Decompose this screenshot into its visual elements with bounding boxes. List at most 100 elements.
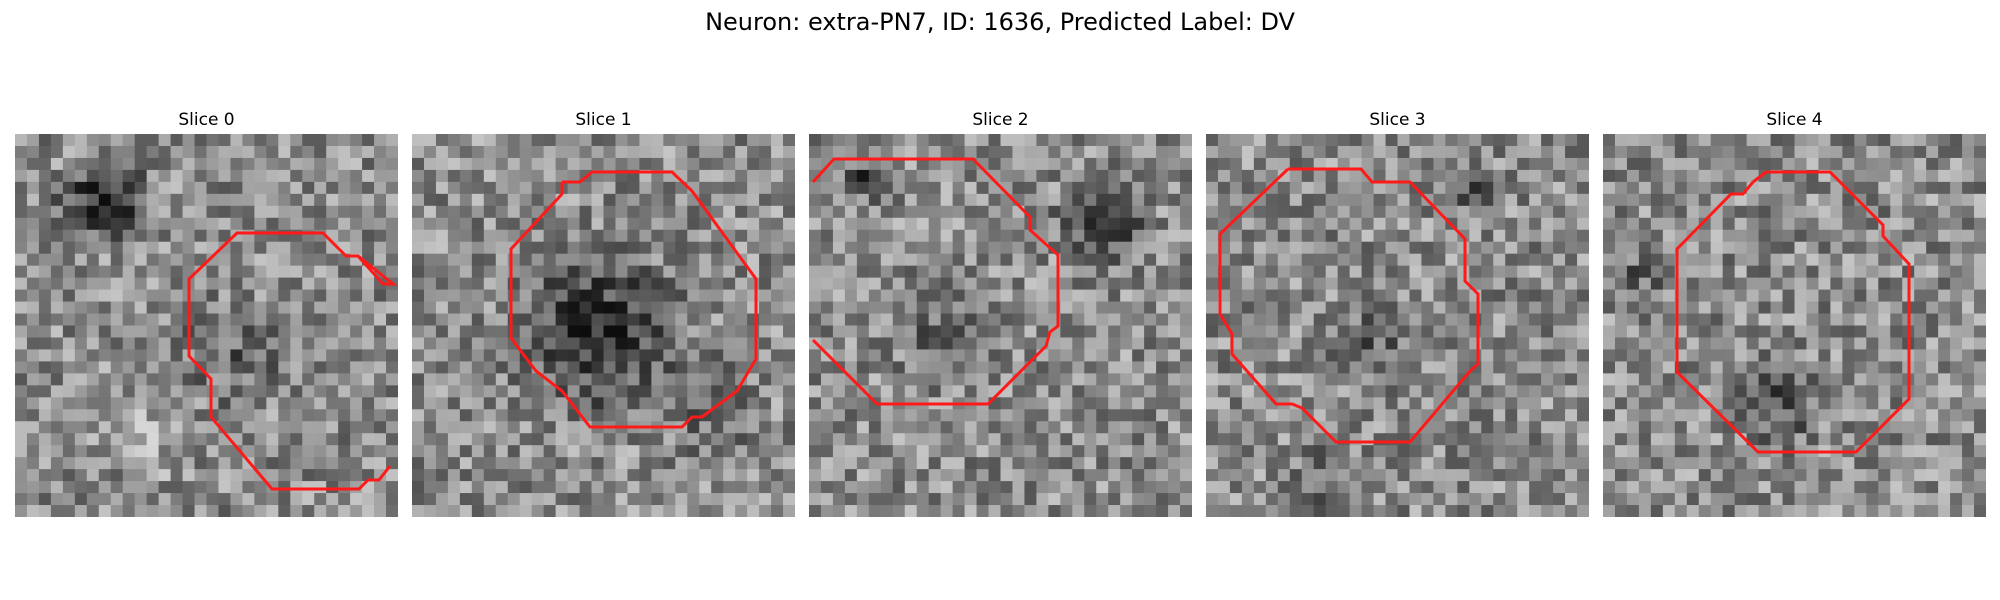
image-pixel	[1974, 313, 1986, 327]
image-pixel	[964, 265, 978, 279]
image-pixel	[1096, 217, 1109, 231]
image-pixel	[194, 433, 208, 446]
image-pixel	[1650, 265, 1664, 279]
image-pixel	[687, 421, 700, 434]
image-pixel	[1674, 145, 1688, 159]
image-pixel	[988, 493, 1002, 506]
slice-title-2: Slice 2	[972, 110, 1029, 130]
image-pixel	[1313, 373, 1327, 386]
image-pixel	[1962, 397, 1975, 410]
image-pixel	[783, 385, 795, 398]
image-pixel	[254, 313, 267, 327]
image-pixel	[158, 493, 172, 506]
image-pixel	[1349, 253, 1363, 267]
image-pixel	[651, 265, 664, 279]
image-pixel	[1674, 229, 1688, 243]
image-pixel	[543, 313, 557, 327]
image-pixel	[892, 421, 906, 434]
image-pixel	[1120, 493, 1133, 506]
image-pixel	[1000, 493, 1014, 506]
image-pixel	[1180, 265, 1192, 279]
image-pixel	[1445, 229, 1458, 243]
image-pixel	[98, 385, 112, 398]
image-pixel	[1481, 433, 1494, 446]
image-pixel	[1505, 217, 1518, 231]
image-pixel	[1603, 397, 1616, 410]
image-pixel	[302, 409, 315, 422]
image-pixel	[1096, 157, 1109, 171]
image-pixel	[134, 181, 148, 195]
image-pixel	[892, 481, 906, 494]
image-pixel	[904, 301, 918, 315]
image-pixel	[1301, 241, 1315, 255]
image-pixel	[74, 337, 88, 351]
image-pixel	[26, 265, 40, 279]
image-pixel	[1914, 301, 1927, 315]
image-pixel	[50, 409, 64, 422]
image-pixel	[362, 205, 375, 219]
image-pixel	[1698, 433, 1712, 446]
image-pixel	[194, 301, 208, 315]
image-pixel	[1361, 265, 1375, 279]
image-pixel	[98, 505, 112, 517]
image-pixel	[880, 157, 894, 171]
image-pixel	[1914, 253, 1927, 267]
image-pixel	[1662, 277, 1676, 291]
image-pixel	[1253, 157, 1267, 171]
image-pixel	[1614, 157, 1628, 171]
image-pixel	[1156, 433, 1169, 446]
image-pixel	[1926, 337, 1939, 351]
image-pixel	[880, 217, 894, 231]
image-pixel	[1433, 253, 1446, 267]
image-pixel	[663, 409, 676, 422]
image-pixel	[435, 181, 449, 195]
image-pixel	[350, 433, 363, 446]
image-pixel	[266, 265, 279, 279]
image-pixel	[242, 397, 255, 410]
image-pixel	[1770, 361, 1784, 374]
image-pixel	[928, 409, 942, 422]
image-pixel	[471, 134, 485, 147]
image-pixel	[1156, 277, 1169, 291]
image-pixel	[603, 457, 617, 470]
image-pixel	[206, 277, 220, 291]
image-pixel	[302, 505, 315, 517]
image-pixel	[1457, 313, 1470, 327]
image-pixel	[1072, 265, 1085, 279]
image-pixel	[158, 313, 172, 327]
image-pixel	[86, 337, 100, 351]
image-pixel	[1349, 181, 1363, 195]
image-pixel	[1603, 349, 1616, 363]
image-pixel	[699, 457, 712, 470]
image-pixel	[326, 445, 339, 458]
image-pixel	[783, 337, 795, 351]
image-pixel	[266, 157, 279, 171]
image-pixel	[892, 445, 906, 458]
image-pixel	[988, 205, 1002, 219]
image-pixel	[1253, 217, 1267, 231]
image-pixel	[1794, 349, 1808, 363]
image-pixel	[809, 241, 822, 255]
image-pixel	[1505, 205, 1518, 219]
image-pixel	[1698, 193, 1712, 207]
image-pixel	[1974, 397, 1986, 410]
image-pixel	[615, 277, 629, 291]
image-pixel	[820, 181, 834, 195]
image-pixel	[1493, 205, 1506, 219]
image-pixel	[531, 469, 545, 482]
image-pixel	[182, 421, 196, 434]
image-pixel	[1084, 241, 1097, 255]
image-pixel	[1373, 205, 1387, 219]
image-pixel	[507, 469, 521, 482]
image-pixel	[412, 397, 425, 410]
image-pixel	[940, 325, 954, 339]
image-pixel	[290, 445, 303, 458]
image-pixel	[1842, 193, 1855, 207]
image-pixel	[976, 469, 990, 482]
image-pixel	[1710, 325, 1724, 339]
image-pixel	[988, 145, 1002, 159]
image-pixel	[1421, 145, 1435, 159]
image-pixel	[976, 349, 990, 363]
image-pixel	[1914, 349, 1927, 363]
image-pixel	[868, 313, 882, 327]
